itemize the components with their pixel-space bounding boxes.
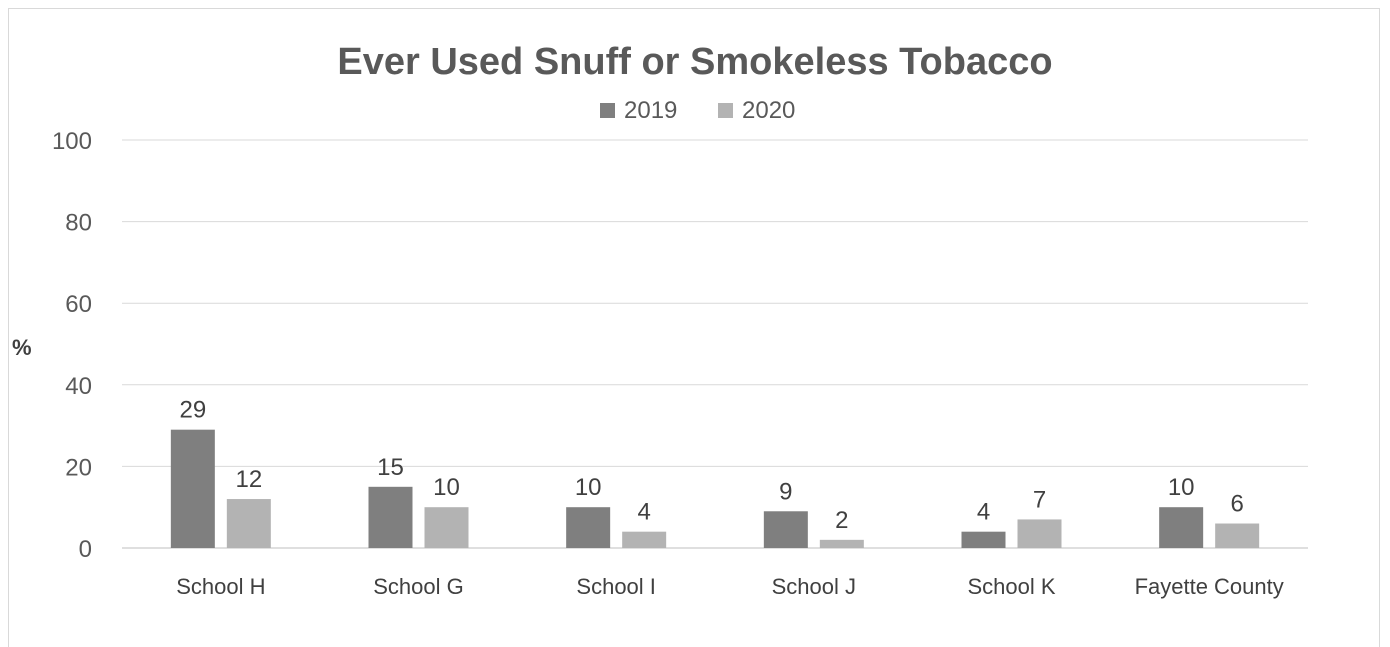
- legend-label: 2020: [742, 97, 795, 124]
- bar-2020-school-g: [424, 507, 469, 548]
- category-label: School H: [176, 574, 265, 599]
- category-label: School K: [967, 574, 1055, 599]
- data-label: 15: [377, 454, 404, 481]
- data-label: 6: [1230, 491, 1243, 518]
- bar-2019-school-g: [368, 486, 413, 548]
- data-label: 9: [779, 478, 792, 505]
- gridlines: [122, 139, 1308, 549]
- data-label: 7: [1033, 486, 1046, 513]
- bar-2020-school-j: [819, 539, 864, 548]
- legend-swatch: [600, 103, 615, 118]
- bar-2020-school-i: [622, 531, 667, 548]
- y-tick-label: 100: [52, 128, 92, 155]
- data-label: 12: [235, 466, 262, 493]
- category-label: School I: [576, 574, 656, 599]
- legend-swatch: [718, 103, 733, 118]
- bar-2019-fayette-county: [1159, 507, 1204, 548]
- bar-2019-school-i: [566, 507, 611, 548]
- chart-title: Ever Used Snuff or Smokeless Tobacco: [337, 41, 1052, 83]
- data-label: 10: [575, 474, 602, 501]
- y-axis-label: %: [12, 335, 32, 360]
- y-tick-label: 60: [65, 291, 92, 318]
- bar-2020-fayette-county: [1215, 523, 1260, 548]
- data-label: 29: [179, 397, 206, 424]
- bars: [170, 429, 1260, 548]
- data-label: 4: [637, 499, 650, 526]
- bar-2020-school-k: [1017, 519, 1062, 548]
- y-tick-label: 0: [79, 536, 92, 563]
- y-tick-labels: 0 20 40 60 80 100: [52, 128, 92, 563]
- data-label: 10: [433, 474, 460, 501]
- data-label: 2: [835, 507, 848, 534]
- y-tick-label: 40: [65, 373, 92, 400]
- category-labels: School H School G School I School J School K…: [176, 574, 1284, 599]
- data-label: 10: [1168, 474, 1195, 501]
- category-label: Fayette County: [1135, 574, 1284, 599]
- y-tick-label: 80: [65, 210, 92, 237]
- legend: 2019 2020: [600, 97, 795, 124]
- legend-label: 2019: [624, 97, 677, 124]
- bar-2020-school-h: [226, 499, 271, 548]
- data-label: 4: [977, 499, 990, 526]
- category-label: School J: [772, 574, 856, 599]
- bar-2019-school-k: [961, 531, 1006, 548]
- bar-2019-school-j: [763, 511, 808, 548]
- data-labels: 29 12 15 10 10 4 9 2 4 7 10 6: [179, 397, 1243, 534]
- category-label: School G: [373, 574, 464, 599]
- bar-2019-school-h: [170, 429, 215, 548]
- y-tick-label: 20: [65, 454, 92, 481]
